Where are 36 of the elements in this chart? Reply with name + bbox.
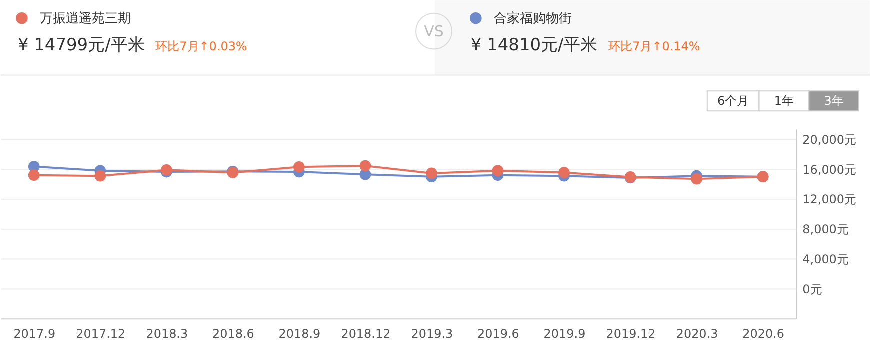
x-tick-label: 2020.3	[676, 327, 718, 342]
point	[294, 161, 305, 173]
x-tick-label: 2019.12	[606, 327, 656, 342]
y-tick-label: 20,000元	[802, 133, 857, 148]
x-tick-label: 2018.12	[341, 327, 391, 342]
x-tick-label: 2018.9	[278, 327, 321, 342]
x-tick-label: 2018.6	[212, 327, 254, 342]
text: VS	[424, 22, 444, 40]
text: 环比7月↑0.03%	[156, 39, 248, 54]
point	[94, 170, 106, 182]
x-tick-label: 2018.3	[146, 327, 188, 342]
y-tick-label: 12,000元	[802, 192, 857, 207]
y-tick-label: 4,000元	[802, 252, 849, 266]
text: 环比7月↑0.14%	[608, 39, 700, 54]
point	[28, 170, 40, 182]
point	[558, 167, 570, 178]
legend-label: 合家福购物街	[494, 10, 572, 26]
y-tick-label: 8,000元	[802, 222, 849, 237]
text: 3年	[824, 94, 844, 108]
y-tick-label: 16,000元	[802, 162, 857, 177]
text: ¥ 14799元/平米	[18, 34, 145, 54]
text: 6个月	[718, 94, 750, 108]
x-tick-label: 2019.6	[478, 327, 520, 342]
point	[691, 173, 702, 185]
text: 1年	[774, 94, 794, 108]
point	[492, 165, 504, 177]
point	[426, 168, 438, 180]
x-tick-label: 2019.9	[544, 327, 586, 342]
y-tick-label: 0元	[802, 282, 822, 296]
x-tick-label: 2017.12	[76, 327, 126, 342]
x-tick-label: 2017.9	[14, 327, 56, 342]
x-tick-label: 2020.6	[742, 327, 784, 342]
x-tick-label: 2019.3	[411, 327, 454, 342]
point	[360, 160, 372, 172]
text: ¥ 14810元/平米	[470, 34, 598, 54]
legend-label: 万振逍遥苑三期	[40, 11, 131, 26]
